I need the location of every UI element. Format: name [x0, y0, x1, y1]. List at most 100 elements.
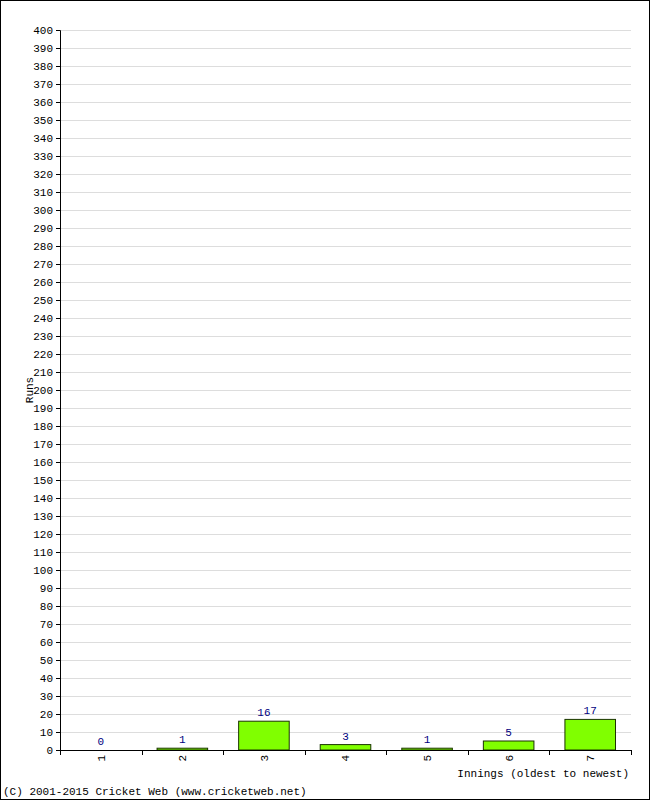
grid-line	[60, 660, 631, 661]
y-tick-label: 250	[33, 295, 53, 307]
y-tick-mark	[56, 372, 60, 373]
y-tick-label: 350	[33, 115, 53, 127]
bar	[565, 719, 616, 750]
y-tick: 180	[33, 421, 60, 433]
y-tick-label: 330	[33, 151, 53, 163]
data-label: 0	[97, 736, 104, 748]
y-tick-mark	[56, 588, 60, 589]
x-separator	[305, 750, 306, 755]
y-tick-label: 190	[33, 403, 53, 415]
bars	[157, 719, 615, 750]
y-tick-mark	[56, 210, 60, 211]
bar	[402, 748, 453, 750]
grid-line	[60, 138, 631, 139]
grid-line	[60, 174, 631, 175]
y-tick-label: 140	[33, 493, 53, 505]
y-tick: 160	[33, 457, 60, 469]
y-tick-label: 210	[33, 367, 53, 379]
y-tick: 360	[33, 97, 60, 109]
y-tick-mark	[56, 354, 60, 355]
y-tick: 30	[40, 691, 60, 703]
y-tick: 320	[33, 169, 60, 181]
bar	[239, 721, 290, 750]
y-tick: 200	[33, 385, 60, 397]
y-tick-mark	[56, 516, 60, 517]
x-separator	[223, 750, 224, 755]
y-tick-mark	[56, 48, 60, 49]
x-tick-label: 5	[422, 755, 434, 762]
y-tick: 270	[33, 259, 60, 271]
y-tick: 190	[33, 403, 60, 415]
grid-line	[60, 480, 631, 481]
y-tick-mark	[56, 696, 60, 697]
y-tick-label: 310	[33, 187, 53, 199]
y-tick-label: 150	[33, 475, 53, 487]
y-tick-mark	[56, 660, 60, 661]
y-tick-label: 270	[33, 259, 53, 271]
grid-line	[60, 498, 631, 499]
y-tick-label: 170	[33, 439, 53, 451]
y-tick-label: 280	[33, 241, 53, 253]
y-tick-label: 390	[33, 43, 53, 55]
grid-line	[60, 390, 631, 391]
y-tick-mark	[56, 138, 60, 139]
data-labels: 011631517	[97, 705, 596, 748]
y-tick-label: 10	[40, 727, 53, 739]
y-tick: 350	[33, 115, 60, 127]
y-tick: 170	[33, 439, 60, 451]
y-tick-label: 400	[33, 25, 53, 37]
grid-line	[60, 246, 631, 247]
bar	[75, 750, 126, 751]
data-label: 5	[505, 727, 512, 739]
bar	[320, 745, 371, 750]
grid-line	[60, 750, 631, 751]
grid	[60, 31, 631, 751]
y-tick-mark	[56, 552, 60, 553]
y-tick-label: 230	[33, 331, 53, 343]
x-axis-title: Innings (oldest to newest)	[457, 768, 629, 780]
y-tick-label: 70	[40, 619, 53, 631]
y-axis-title: Runs	[24, 377, 36, 403]
x-tick-label: 7	[585, 755, 597, 762]
frame	[1, 1, 650, 800]
grid-line	[60, 102, 631, 103]
x-separator	[549, 750, 550, 755]
y-tick: 240	[33, 313, 60, 325]
y-tick-mark	[56, 534, 60, 535]
y-tick-mark	[56, 246, 60, 247]
y-tick-mark	[56, 282, 60, 283]
y-tick-mark	[56, 390, 60, 391]
y-tick: 250	[33, 295, 60, 307]
y-tick-label: 120	[33, 529, 53, 541]
y-tick-label: 360	[33, 97, 53, 109]
grid-line	[60, 714, 631, 715]
grid-line	[60, 48, 631, 49]
grid-line	[60, 678, 631, 679]
y-tick: 120	[33, 529, 60, 541]
y-tick-mark	[56, 624, 60, 625]
y-tick-label: 30	[40, 691, 53, 703]
y-tick-label: 80	[40, 601, 53, 613]
x-tick: 6	[503, 755, 515, 762]
y-tick-label: 300	[33, 205, 53, 217]
y-tick: 310	[33, 187, 60, 199]
y-tick: 300	[33, 205, 60, 217]
y-tick: 80	[40, 601, 60, 613]
grid-line	[60, 228, 631, 229]
y-tick-mark	[56, 264, 60, 265]
y-tick-label: 60	[40, 637, 53, 649]
grid-line	[60, 606, 631, 607]
y-tick: 110	[33, 547, 60, 559]
y-tick-mark	[56, 732, 60, 733]
grid-line	[60, 534, 631, 535]
x-tick: 5	[422, 755, 434, 762]
y-tick-label: 370	[33, 79, 53, 91]
y-tick: 10	[40, 727, 60, 739]
y-tick-mark	[56, 192, 60, 193]
grid-line	[60, 192, 631, 193]
y-tick-label: 240	[33, 313, 53, 325]
grid-line	[60, 642, 631, 643]
x-tick-label: 4	[340, 755, 352, 762]
y-tick: 70	[40, 619, 60, 631]
y-tick: 100	[33, 565, 60, 577]
